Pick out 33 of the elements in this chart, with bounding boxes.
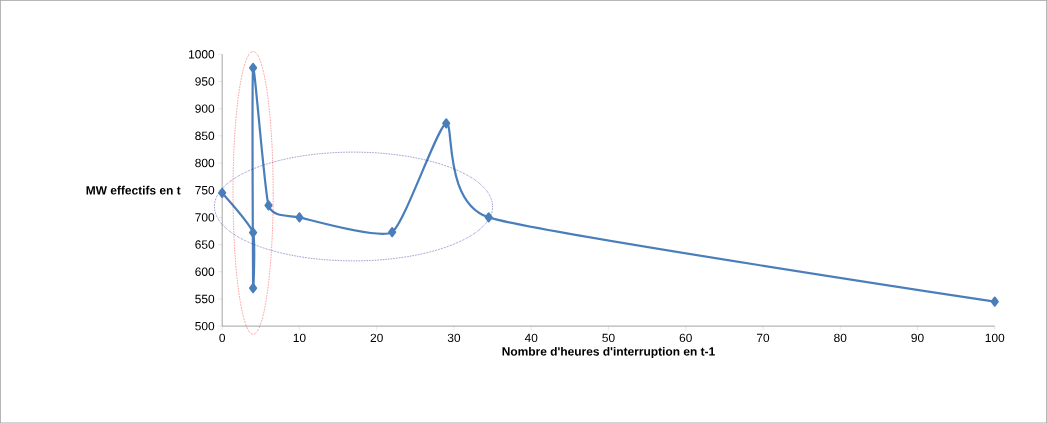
x-tick-label: 30	[447, 333, 461, 342]
x-axis-title: Nombre d'heures d'interruption en t-1	[502, 346, 715, 358]
y-axis-title: MW effectifs en t	[86, 185, 181, 195]
x-tick-label: 40	[524, 333, 538, 342]
y-tick-label: 500	[195, 321, 215, 331]
y-tick-label: 650	[195, 240, 215, 249]
point	[442, 118, 451, 129]
point	[990, 296, 999, 307]
point	[248, 62, 258, 73]
point	[484, 212, 493, 223]
x-tick-label: 10	[293, 333, 306, 342]
y-tick-label: 950	[195, 77, 215, 86]
x-tick-label: 80	[834, 333, 847, 342]
y-tick-label: 600	[195, 267, 215, 276]
x-tick-label: 50	[602, 333, 615, 342]
x-tick-label: 20	[370, 333, 383, 342]
point	[388, 226, 397, 237]
x-tick-label: 0	[219, 333, 226, 342]
point	[295, 212, 304, 223]
x-tick-label: 90	[911, 333, 924, 342]
y-tick-label: 550	[195, 294, 215, 303]
y-tick-label: 800	[195, 158, 215, 168]
point	[248, 227, 258, 238]
y-tick-label: 850	[195, 131, 215, 140]
point	[264, 200, 273, 211]
x-tick-label: 70	[756, 333, 770, 342]
y-tick-label: 750	[195, 185, 215, 195]
x-tick-label: 100	[985, 333, 1005, 342]
y-tick-label: 700	[195, 212, 215, 222]
point	[218, 187, 227, 198]
y-tick-label: 1000	[188, 49, 215, 59]
y-tick-label: 900	[195, 104, 215, 113]
x-tick-label: 60	[679, 333, 692, 342]
